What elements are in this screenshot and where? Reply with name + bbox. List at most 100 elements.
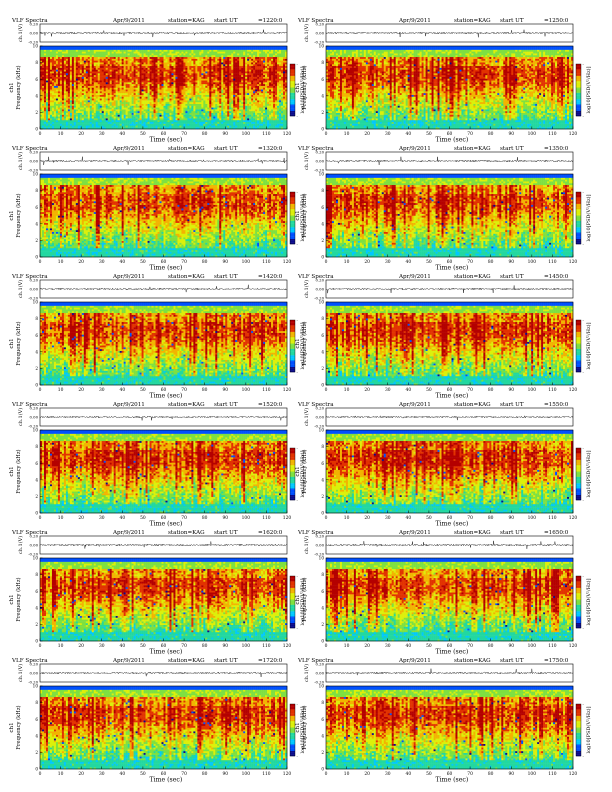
spectrogram-cell [88,59,90,61]
spectrogram-cell [108,125,110,127]
spectrogram-cell [96,78,98,80]
spectrogram-cell [62,59,64,61]
spectrogram-cell [86,113,88,115]
spectrogram-cell [90,122,92,124]
spectrogram-cell [94,122,96,124]
spectrogram-cell [104,78,106,80]
spectrogram-cell [104,68,106,70]
spectrogram-cell [78,97,80,99]
spectrogram-cell [90,111,92,113]
spectrogram-cell [92,84,94,86]
spectrogram-cell [106,91,108,93]
spectrogram-cell [108,57,110,59]
spectrogram-cell [54,86,56,88]
spectrogram-cell [88,84,90,86]
spectrogram-cell [68,77,70,79]
spectrogram-cell [76,102,78,104]
spectrogram-cell [110,66,112,68]
spectrogram-cell [106,97,108,99]
spectrogram-cell [46,116,48,118]
spectrogram-cell [94,88,96,90]
spectrogram-cell [78,104,80,106]
spectrogram-cell [106,51,108,53]
spectrogram-cell [72,64,74,66]
spectrogram-cell [66,125,68,127]
spectrogram-cell [102,125,104,127]
spectrogram-cell [54,118,56,120]
spectrogram-cell [78,115,80,117]
spectrogram-cell [104,115,106,117]
spectrogram-cell [42,86,44,88]
spectrogram-cell [100,109,102,111]
spectrogram-cell [90,53,92,55]
spectrogram-cell [68,118,70,120]
spectrogram-cell [80,50,82,52]
spectrogram-cell [74,82,76,84]
spectrogram-cell [78,124,80,126]
spectrogram-cell [46,80,48,82]
spectrogram-cell [84,46,86,48]
spectrogram-cell [52,113,54,115]
spectrogram-cell [42,53,44,55]
panel-1: VLF Spectra Apr/9/2011 station=KAG start UT… [9,18,306,144]
spectrogram-cell [62,88,64,90]
spectrogram-cell [90,91,92,93]
spectrogram-cell [56,46,58,48]
spectrogram-cell [58,95,60,97]
spectrogram-cell [72,51,74,53]
spectrogram-cell [88,68,90,70]
spectrogram-cell [78,55,80,57]
spectrogram-cell [46,109,48,111]
spectrogram-cell [100,68,102,70]
spectrogram-cell [112,53,114,55]
spectrogram-cell [76,73,78,75]
spectrogram-cell [60,46,62,48]
spectrogram-cell [70,66,72,68]
spectrogram-cell [104,113,106,115]
spectrogram-cell [48,82,50,84]
spectrogram-cell [54,125,56,127]
spectrogram-cell [52,95,54,97]
spectrogram-cell [84,55,86,57]
spectrogram-cell [66,107,68,109]
spectrogram-cell [84,51,86,53]
spectrogram-cell [94,57,96,59]
spectrogram-cell [70,71,72,73]
spectrogram-cell [114,122,116,124]
spectrogram-cell [96,69,98,71]
spectrogram-cell [94,66,96,68]
spectrogram-cell [46,51,48,53]
spectrogram-cell [90,55,92,57]
spectrogram-cell [96,50,98,52]
spectrogram-cell [78,100,80,102]
spectrogram-cell [74,78,76,80]
spectrogram-cell [100,82,102,84]
spectrogram-cell [44,124,46,126]
spectrogram-cell [70,77,72,79]
spectrogram-cell [62,125,64,127]
spectrogram-cell [82,88,84,90]
spectrogram-cell [64,107,66,109]
spectrogram-cell [94,91,96,93]
spectrogram-cell [110,113,112,115]
spectrogram-cell [40,82,42,84]
spectrogram-cell [76,71,78,73]
spectrogram-cell [66,78,68,80]
spectrogram-cell [92,69,94,71]
spectrogram-cell [106,93,108,95]
spectrogram-cell [80,118,82,120]
spectrogram-cell [78,66,80,68]
spectrogram-cell [92,71,94,73]
spectrogram-cell [72,46,74,48]
spectrogram-cell [86,118,88,120]
spectrogram-cell [84,68,86,70]
spectrogram-cell [88,120,90,122]
spectrogram-cell [42,84,44,86]
spectrogram-cell [74,111,76,113]
spectrogram-cell [46,113,48,115]
spectrogram-cell [56,73,58,75]
spectrogram-cell [108,84,110,86]
spectrogram-cell [108,55,110,57]
spectrogram-cell [82,48,84,50]
spectrogram-cell [66,82,68,84]
